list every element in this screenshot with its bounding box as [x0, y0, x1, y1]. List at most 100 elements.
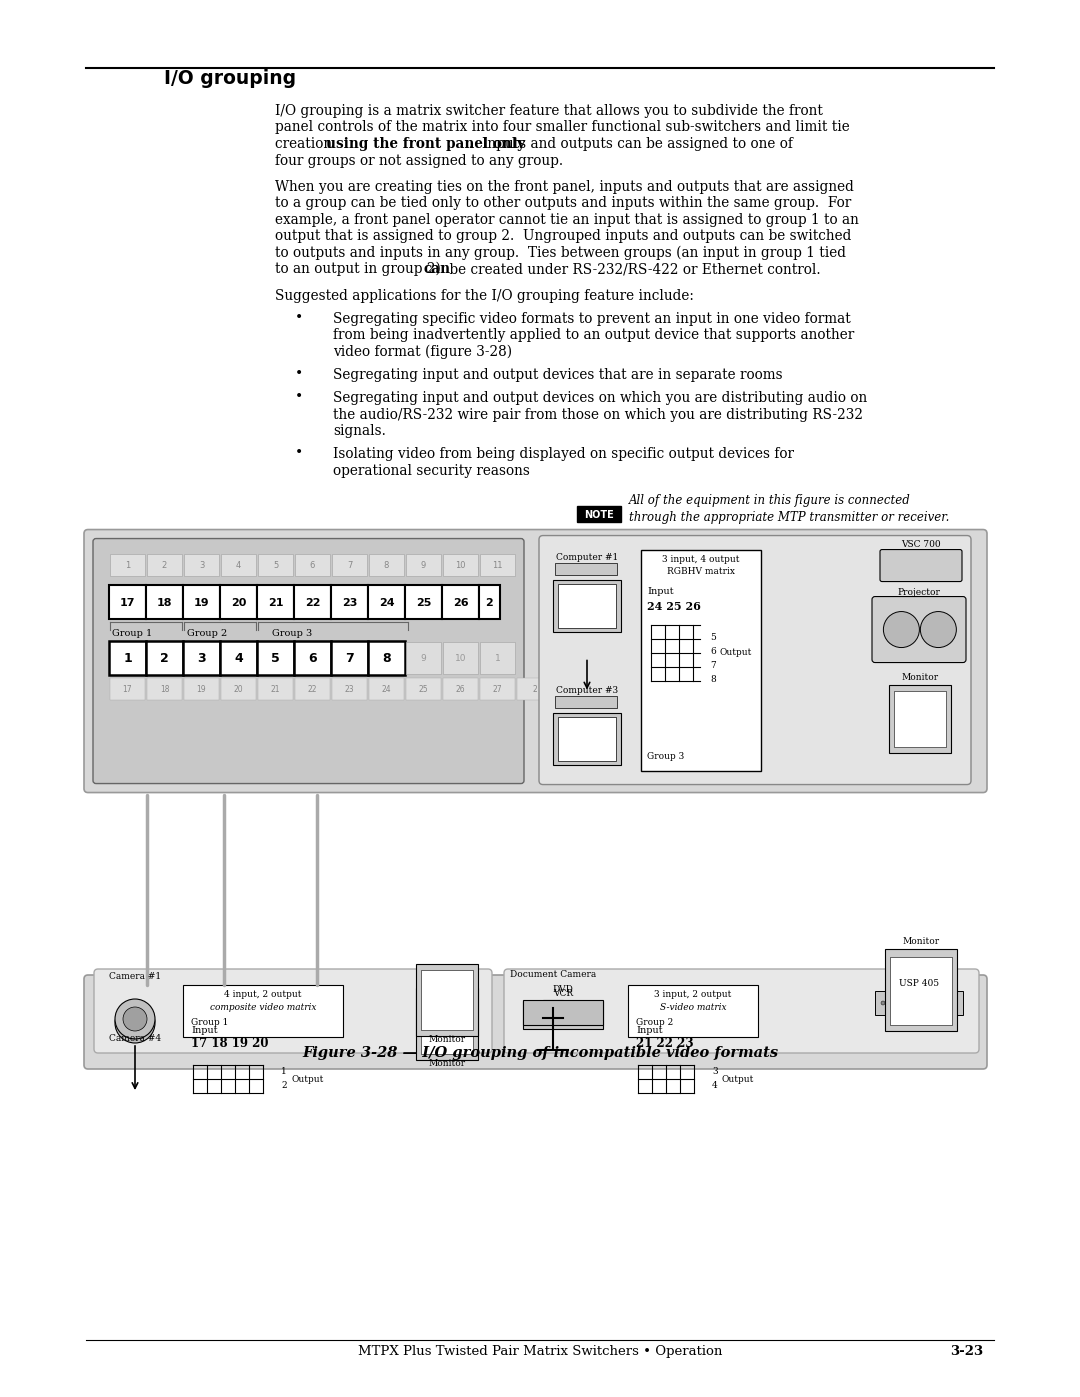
Bar	[184, 678, 219, 700]
Text: 22: 22	[305, 598, 321, 608]
FancyBboxPatch shape	[368, 641, 405, 675]
FancyBboxPatch shape	[442, 584, 480, 619]
Text: 24: 24	[381, 685, 391, 694]
Text: 3: 3	[712, 1067, 717, 1077]
Text: RGBHV matrix: RGBHV matrix	[667, 567, 735, 576]
Text: 7: 7	[347, 562, 352, 570]
Text: through the appropriate MTP transmitter or receiver.: through the appropriate MTP transmitter …	[629, 510, 949, 524]
Text: USP 405: USP 405	[899, 979, 940, 988]
Text: I/O grouping: I/O grouping	[164, 68, 296, 88]
FancyBboxPatch shape	[504, 970, 978, 1053]
Bar	[890, 957, 951, 1025]
Text: •: •	[295, 312, 303, 326]
Text: Group 1: Group 1	[191, 1018, 228, 1027]
Text: 6: 6	[308, 652, 316, 665]
FancyBboxPatch shape	[220, 641, 257, 675]
Bar	[889, 685, 951, 753]
Bar	[480, 553, 515, 576]
Text: .  Inputs and outputs can be assigned to one of: . Inputs and outputs can be assigned to …	[469, 137, 793, 151]
Text: be created under RS-232/RS-422 or Ethernet control.: be created under RS-232/RS-422 or Ethern…	[445, 263, 821, 277]
FancyBboxPatch shape	[109, 641, 146, 675]
Text: 19: 19	[197, 685, 206, 694]
Text: 5: 5	[273, 562, 279, 570]
FancyBboxPatch shape	[183, 641, 220, 675]
Text: DVD: DVD	[553, 985, 573, 995]
Text: Group 1: Group 1	[112, 629, 152, 637]
Bar	[416, 988, 478, 1060]
Text: 8: 8	[710, 675, 716, 685]
Text: output that is assigned to group 2.  Ungrouped inputs and outputs can be switche: output that is assigned to group 2. Ungr…	[275, 229, 851, 243]
Bar	[894, 690, 946, 746]
Text: 2: 2	[162, 562, 167, 570]
FancyBboxPatch shape	[330, 641, 368, 675]
Bar	[885, 949, 957, 1031]
Text: Group 2: Group 2	[187, 629, 227, 637]
Text: Monitor: Monitor	[429, 1035, 465, 1044]
FancyBboxPatch shape	[257, 641, 294, 675]
Text: Segregating input and output devices on which you are distributing audio on: Segregating input and output devices on …	[333, 391, 867, 405]
FancyBboxPatch shape	[330, 584, 368, 619]
Text: •: •	[295, 367, 303, 381]
Text: NOTE: NOTE	[584, 510, 613, 520]
Bar	[406, 553, 441, 576]
FancyBboxPatch shape	[872, 597, 966, 662]
Bar	[406, 678, 441, 700]
Text: Monitor: Monitor	[903, 937, 940, 946]
Text: Camera #1: Camera #1	[109, 972, 161, 981]
Text: 26: 26	[456, 685, 465, 694]
Text: four groups or not assigned to any group.: four groups or not assigned to any group…	[275, 154, 563, 168]
Text: 3: 3	[198, 652, 206, 665]
FancyBboxPatch shape	[880, 549, 962, 581]
Text: 17: 17	[120, 598, 135, 608]
Text: signals.: signals.	[333, 425, 386, 439]
Bar	[577, 506, 621, 522]
Text: using the front panel only: using the front panel only	[326, 137, 525, 151]
FancyBboxPatch shape	[220, 584, 257, 619]
Circle shape	[123, 1011, 147, 1035]
Text: 7: 7	[710, 661, 716, 671]
Bar	[480, 641, 515, 673]
Text: Segregating specific video formats to prevent an input in one video format: Segregating specific video formats to pr…	[333, 312, 851, 326]
Bar	[416, 964, 478, 1037]
Text: Segregating input and output devices that are in separate rooms: Segregating input and output devices tha…	[333, 367, 783, 381]
Bar	[332, 553, 367, 576]
Text: 4: 4	[235, 562, 241, 570]
Text: VSC 700: VSC 700	[901, 539, 941, 549]
Text: 2: 2	[281, 1081, 286, 1091]
Text: 6: 6	[710, 647, 716, 657]
Text: panel controls of the matrix into four smaller functional sub-switchers and limi: panel controls of the matrix into four s…	[275, 120, 850, 134]
Circle shape	[897, 1002, 901, 1004]
Circle shape	[920, 612, 957, 648]
Text: 23: 23	[341, 598, 357, 608]
Text: 1: 1	[281, 1067, 287, 1077]
Text: Isolating video from being displayed on specific output devices for: Isolating video from being displayed on …	[333, 447, 794, 461]
Text: Suggested applications for the I/O grouping feature include:: Suggested applications for the I/O group…	[275, 289, 693, 303]
FancyBboxPatch shape	[539, 535, 971, 785]
Text: 20: 20	[233, 685, 243, 694]
Text: 23: 23	[345, 685, 354, 694]
Text: Computer #1: Computer #1	[556, 553, 618, 562]
Text: 1: 1	[495, 654, 500, 664]
Text: Camera #4: Camera #4	[109, 1034, 161, 1044]
Bar	[558, 584, 616, 627]
Circle shape	[123, 1007, 147, 1031]
Bar	[642, 549, 761, 771]
FancyBboxPatch shape	[310, 982, 324, 1009]
Text: 3: 3	[199, 562, 204, 570]
Circle shape	[913, 1002, 917, 1004]
FancyBboxPatch shape	[84, 975, 987, 1069]
FancyBboxPatch shape	[480, 584, 500, 619]
FancyBboxPatch shape	[93, 539, 524, 784]
FancyBboxPatch shape	[294, 641, 330, 675]
Bar	[543, 1000, 563, 1010]
Text: 7: 7	[346, 652, 354, 665]
Text: 21: 21	[268, 598, 283, 608]
Bar	[527, 1007, 557, 1025]
Text: •: •	[295, 390, 303, 404]
Text: Output: Output	[291, 1074, 323, 1084]
FancyBboxPatch shape	[146, 641, 183, 675]
Text: Output: Output	[719, 648, 752, 657]
FancyBboxPatch shape	[109, 584, 146, 619]
Text: 2: 2	[486, 598, 494, 608]
Text: 26: 26	[453, 598, 469, 608]
